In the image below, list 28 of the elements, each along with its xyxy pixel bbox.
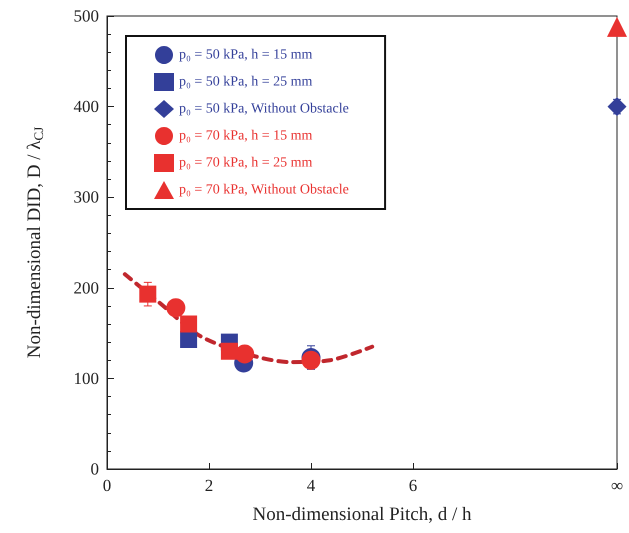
point bbox=[180, 316, 198, 333]
y-tick-label: 0 bbox=[90, 460, 99, 478]
y-tick-label: 500 bbox=[74, 6, 99, 26]
x-tick-label: 2 bbox=[204, 476, 214, 495]
x-tick-label: ∞ bbox=[610, 476, 624, 495]
y-axis-title: Non-dimensional DID, D / λCJ bbox=[24, 126, 46, 358]
point bbox=[608, 97, 626, 116]
point bbox=[220, 342, 238, 360]
legend-label: p₀ = 50 kPa, h = 15 mm bbox=[179, 48, 313, 62]
x-tick-label: 6 bbox=[408, 476, 418, 495]
x-tick-label: 4 bbox=[306, 476, 316, 495]
point bbox=[139, 286, 156, 303]
point bbox=[180, 330, 198, 348]
legend-label: p₀ = 70 kPa, Without Obstacle bbox=[179, 182, 349, 198]
legend-label: p₀ = 50 kPa, h = 25 mm bbox=[179, 74, 313, 90]
legend-label: p₀ = 70 kPa, h = 25 mm bbox=[179, 156, 313, 170]
y-tick-label: 400 bbox=[74, 97, 99, 116]
y-tick-label: 100 bbox=[74, 368, 99, 388]
legend-label: p₀ = 70 kPa, h = 15 mm bbox=[179, 128, 313, 144]
point bbox=[235, 344, 254, 364]
x-tick-label: 0 bbox=[102, 476, 112, 495]
y-tick-label: 200 bbox=[74, 278, 99, 298]
point bbox=[607, 16, 627, 37]
point bbox=[166, 298, 186, 318]
y-tick-label: 300 bbox=[74, 188, 99, 207]
legend-label: p₀ = 50 kPa, Without Obstacle bbox=[179, 102, 349, 116]
line-series bbox=[122, 272, 374, 364]
x-axis-title: Non-dimensional Pitch, d / h bbox=[252, 504, 472, 525]
